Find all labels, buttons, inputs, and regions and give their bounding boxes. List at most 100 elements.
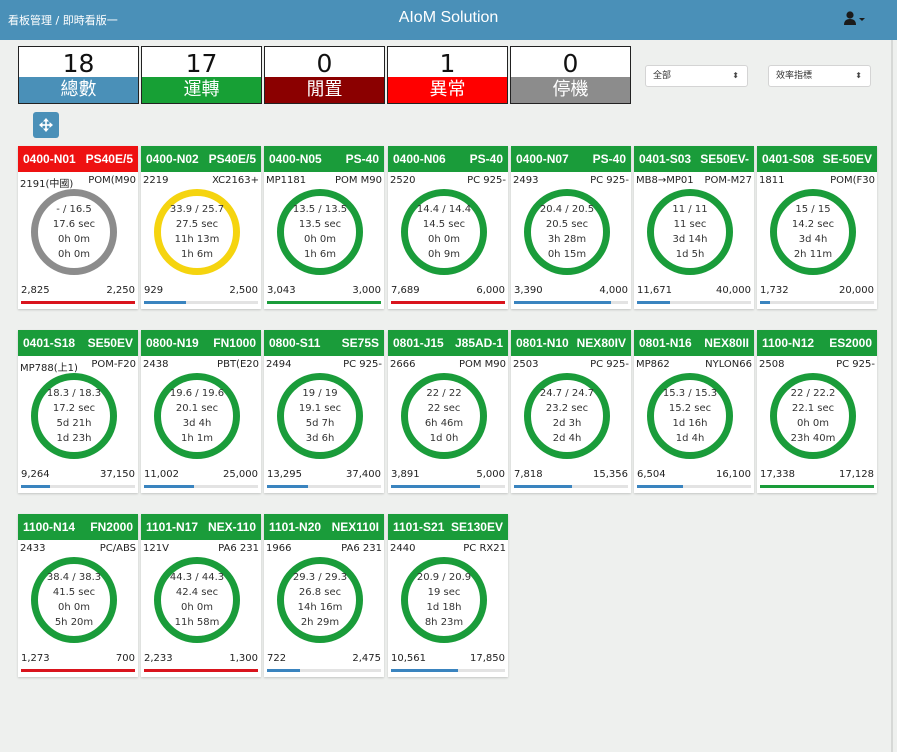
avg-cycle: 17.2 sec: [52, 403, 96, 414]
quantity-done: 11,671: [637, 285, 672, 296]
material: XC2163+: [212, 175, 259, 186]
machine-card-header[interactable]: 1100-N14 FN2000: [18, 514, 138, 540]
remaining-time: 2h 29m: [300, 617, 340, 628]
quantity-done: 17,338: [760, 469, 795, 480]
machine-card[interactable]: 1100-N14 FN2000 2433 PC/ABS 38.4 / 38.3 41.5 …: [18, 514, 138, 677]
machine-card[interactable]: 0400-N05 PS-40 MP1181 POM M90 13.5 / 13.5 13.…: [264, 146, 384, 309]
user-menu-button[interactable]: [843, 10, 869, 28]
status-ring: - / 16.5 17.6 sec 0h 0m 0h 0m: [31, 189, 117, 275]
machine-card[interactable]: 0401-S03 SE50EV- MB8→MP01 POM-M27 11 / 11 11 …: [634, 146, 754, 309]
machine-card-header[interactable]: 0400-N01 PS40E/5: [18, 146, 138, 172]
machine-card[interactable]: 0801-N16 NEX80II MP862 NYLON66 15.3 / 15.3 15…: [634, 330, 754, 493]
avg-cycle: 19 sec: [427, 587, 461, 598]
job-number: 121V: [143, 543, 169, 554]
progress-bar-fill: [267, 485, 309, 488]
progress-bar: [760, 301, 874, 304]
machine-card-header[interactable]: 1101-N17 NEX-110: [141, 514, 261, 540]
quantity-target: 3,000: [352, 285, 381, 296]
machine-card-header[interactable]: 0801-N16 NEX80II: [634, 330, 754, 356]
stat-box[interactable]: 0 停機: [510, 46, 631, 104]
machine-card-header[interactable]: 0400-N06 PS-40: [388, 146, 508, 172]
quantity-row: 3,891 5,000: [391, 469, 505, 480]
machine-card-header[interactable]: 0400-N07 PS-40: [511, 146, 631, 172]
machine-card-header[interactable]: 0800-S11 SE75S: [264, 330, 384, 356]
avg-cycle: 26.8 sec: [298, 587, 342, 598]
stat-label: 運轉: [142, 77, 261, 103]
cycle-time: 24.7 / 24.7: [539, 388, 595, 399]
move-arrows-icon: [39, 118, 53, 132]
quantity-target: 37,400: [346, 469, 381, 480]
select-caret-icon: ⬍: [732, 71, 739, 80]
job-number: 2494: [266, 359, 292, 370]
machine-card[interactable]: 0400-N01 PS40E/5 2191(中國) POM(M90 - / 16.5 17…: [18, 146, 138, 309]
machine-job-row: 1811 POM(F30: [759, 175, 875, 186]
machine-id: 1101-N20: [269, 520, 322, 534]
machine-card[interactable]: 0400-N06 PS-40 2520 PC 925- 14.4 / 14.4 14.5 …: [388, 146, 508, 309]
progress-bar-fill: [267, 301, 381, 304]
machine-card[interactable]: 1101-S21 SE130EV 2440 PC RX21 20.9 / 20.9 19 …: [388, 514, 508, 677]
cycle-time: 20.9 / 20.9: [416, 572, 472, 583]
machine-id: 0800-S11: [269, 336, 321, 350]
machine-card[interactable]: 0400-N02 PS40E/5 2219 XC2163+ 33.9 / 25.7 27.…: [141, 146, 261, 309]
avg-cycle: 20.5 sec: [545, 219, 589, 230]
job-number: 2503: [513, 359, 539, 370]
avg-cycle: 42.4 sec: [175, 587, 219, 598]
progress-bar-fill: [391, 669, 459, 672]
progress-bar: [391, 301, 505, 304]
machine-card[interactable]: 0400-N07 PS-40 2493 PC 925- 20.4 / 20.5 20.5 …: [511, 146, 631, 309]
progress-bar-fill: [760, 301, 771, 304]
machine-model: NEX80IV: [576, 336, 626, 350]
status-ring: 29.3 / 29.3 26.8 sec 14h 16m 2h 29m: [277, 557, 363, 643]
progress-bar-fill: [760, 485, 874, 488]
machine-card[interactable]: 0801-N10 NEX80IV 2503 PC 925- 24.7 / 24.7 23.…: [511, 330, 631, 493]
progress-bar: [144, 301, 258, 304]
machine-card-header[interactable]: 0401-S03 SE50EV-: [634, 146, 754, 172]
machine-card-header[interactable]: 1101-N20 NEX110I: [264, 514, 384, 540]
machine-card-header[interactable]: 1101-S21 SE130EV: [388, 514, 508, 540]
material: NYLON66: [705, 359, 752, 370]
avg-cycle: 27.5 sec: [175, 219, 219, 230]
job-number: 2219: [143, 175, 169, 186]
run-time: 0h 0m: [797, 418, 829, 429]
machine-card[interactable]: 0401-S18 SE50EV MP788(上1) POM-F20 18.3 / 18.…: [18, 330, 138, 493]
machine-job-row: MB8→MP01 POM-M27: [636, 175, 752, 186]
stat-box[interactable]: 0 閒置: [264, 46, 385, 104]
machine-card[interactable]: 0401-S08 SE-50EV 1811 POM(F30 15 / 15 14.2 se…: [757, 146, 877, 309]
stat-box[interactable]: 18 總數: [18, 46, 139, 104]
stat-label: 閒置: [265, 77, 384, 103]
machine-card[interactable]: 1101-N20 NEX110I 1966 PA6 231 29.3 / 29.3 26.…: [264, 514, 384, 677]
breadcrumb[interactable]: 看板管理 / 即時看版一: [8, 14, 118, 27]
machine-card-header[interactable]: 1100-N12 ES2000: [757, 330, 877, 356]
quantity-row: 2,233 1,300: [144, 653, 258, 664]
status-ring: 24.7 / 24.7 23.2 sec 2d 3h 2d 4h: [524, 373, 610, 459]
machine-card-header[interactable]: 0401-S18 SE50EV: [18, 330, 138, 356]
metric-select[interactable]: 效率指標 ⬍: [768, 65, 871, 87]
machine-card[interactable]: 0801-J15 J85AD-1 2666 POM M90 22 / 22 22 sec 6…: [388, 330, 508, 493]
stat-box[interactable]: 1 異常: [387, 46, 508, 104]
progress-bar-fill: [21, 669, 135, 672]
app-title: AIoM Solution: [398, 9, 499, 26]
job-number: 2508: [759, 359, 785, 370]
machine-card[interactable]: 1101-N17 NEX-110 121V PA6 231 44.3 / 44.3 42.…: [141, 514, 261, 677]
machine-card-header[interactable]: 0801-N10 NEX80IV: [511, 330, 631, 356]
machine-card[interactable]: 0800-N19 FN1000 2438 PBT(E20 19.6 / 19.6 20.1…: [141, 330, 261, 493]
machine-card-header[interactable]: 0400-N05 PS-40: [264, 146, 384, 172]
machine-id: 0400-N01: [23, 152, 76, 166]
machine-card-header[interactable]: 0400-N02 PS40E/5: [141, 146, 261, 172]
machine-model: SE50EV: [87, 336, 133, 350]
stat-count: 17: [185, 49, 218, 78]
machine-model: NEX110I: [331, 520, 379, 534]
quantity-done: 7,689: [391, 285, 420, 296]
quantity-row: 1,732 20,000: [760, 285, 874, 296]
machine-card-header[interactable]: 0401-S08 SE-50EV: [757, 146, 877, 172]
machine-card[interactable]: 0800-S11 SE75S 2494 PC 925- 19 / 19 19.1 sec 5…: [264, 330, 384, 493]
stat-box[interactable]: 17 運轉: [141, 46, 262, 104]
machine-card[interactable]: 1100-N12 ES2000 2508 PC 925- 22 / 22.2 22.1 s…: [757, 330, 877, 493]
machine-card-header[interactable]: 0800-N19 FN1000: [141, 330, 261, 356]
group-select[interactable]: 全部 ⬍: [645, 65, 748, 87]
run-time: 1d 18h: [426, 602, 462, 613]
move-layout-button[interactable]: [33, 112, 59, 138]
machine-model: ES2000: [829, 336, 872, 350]
quantity-row: 929 2,500: [144, 285, 258, 296]
machine-card-header[interactable]: 0801-J15 J85AD-1: [388, 330, 508, 356]
